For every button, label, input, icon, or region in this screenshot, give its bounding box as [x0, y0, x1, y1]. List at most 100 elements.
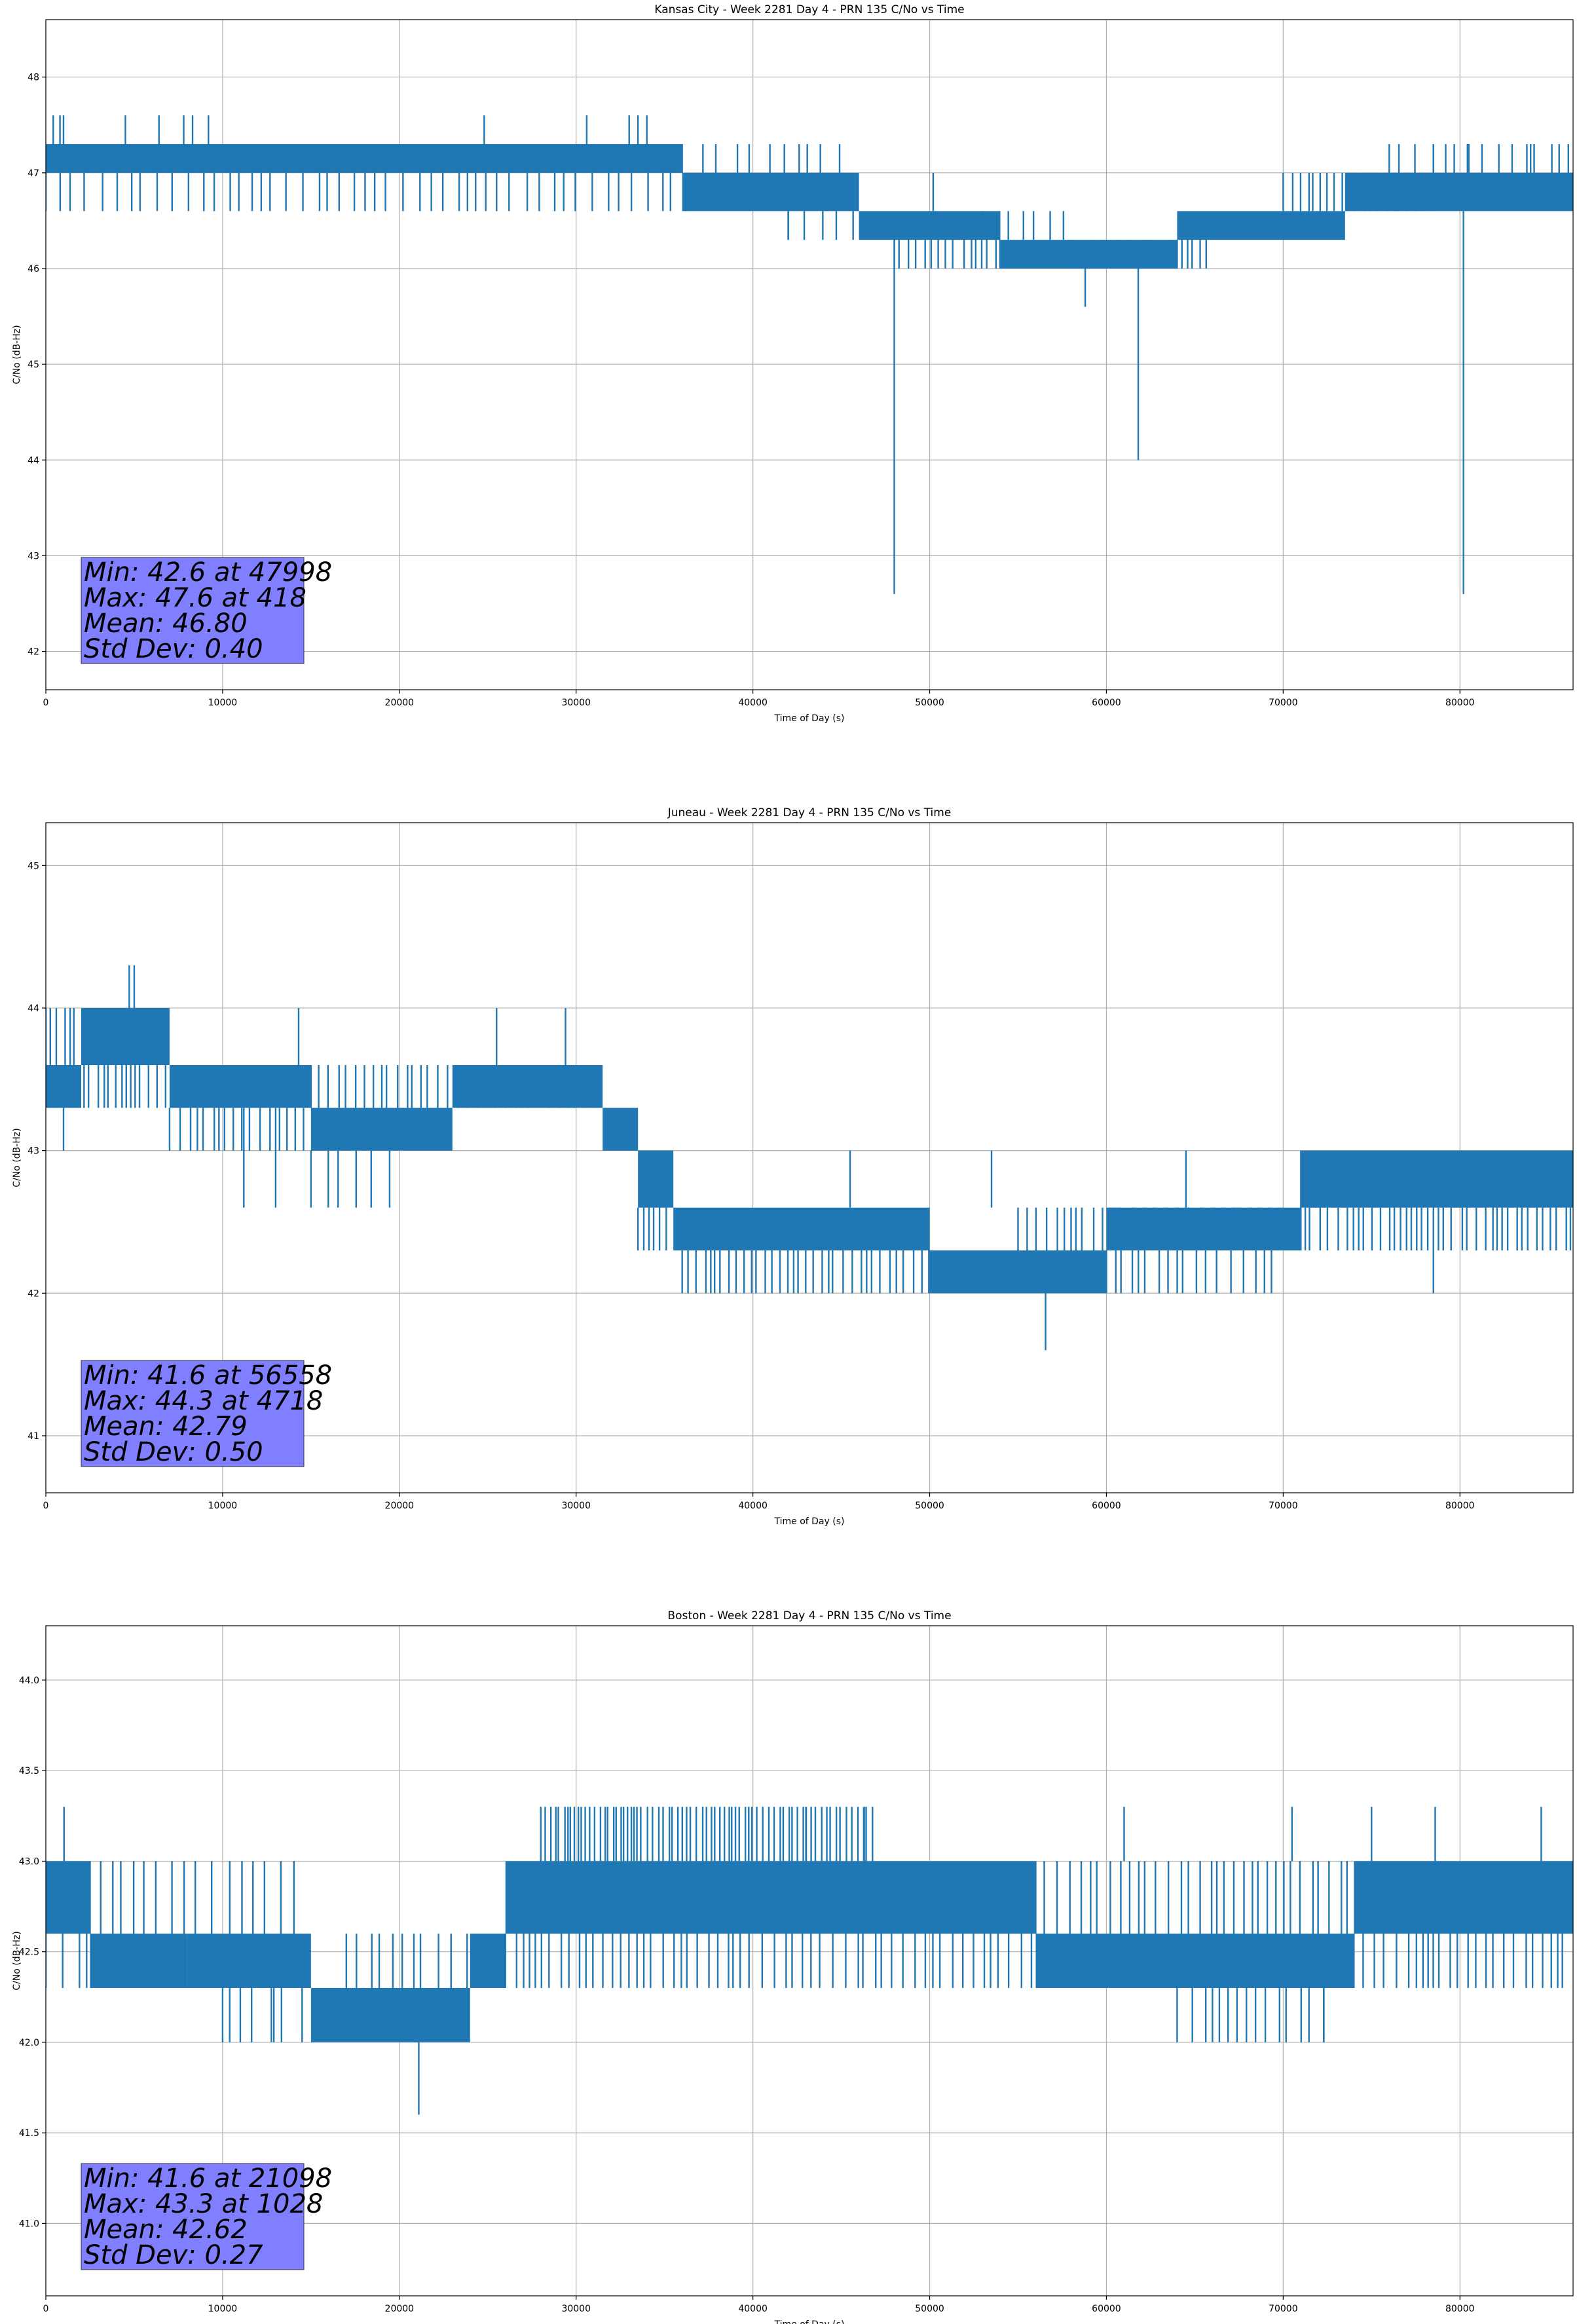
x-tick-label: 40000: [738, 698, 768, 708]
chart-3: 0 10000 20000 30000 40000 50000 60000 70000 8000…: [12, 1609, 1574, 2324]
x-tick-label: 20000: [385, 698, 415, 708]
chart-title: Kansas City - Week 2281 Day 4 - PRN 135 …: [654, 3, 964, 16]
x-tick-label: 80000: [1445, 1501, 1475, 1511]
y-tick-label: 42.0: [19, 2038, 39, 2048]
y-tick-label: 42: [28, 647, 39, 658]
y-tick-label: 44: [28, 1003, 39, 1014]
stats-line: Max: 43.3 at 1028: [84, 2189, 323, 2219]
y-tick-label: 43: [28, 1146, 39, 1157]
series-band: [1035, 1934, 1354, 1988]
stats-line: Std Dev: 0.40: [84, 634, 263, 664]
series-band: [682, 172, 753, 212]
series-1: [46, 115, 1573, 594]
y-tick-label: 44: [28, 455, 39, 466]
x-tick-label: 70000: [1269, 1501, 1298, 1511]
y-axis-label: C/No (dB-Hz): [12, 1931, 22, 1990]
stats-line: Std Dev: 0.27: [84, 2240, 263, 2270]
x-tick-label: 40000: [738, 2304, 768, 2314]
series-band: [1106, 1207, 1301, 1250]
series-band: [1000, 240, 1178, 269]
y-tick-label: 43: [28, 551, 39, 561]
y-tick-label: 45: [28, 861, 39, 871]
stats-line: Mean: 42.79: [84, 1412, 248, 1442]
stats-line: Mean: 46.80: [84, 609, 248, 639]
axes-frame: [45, 19, 1574, 690]
stats-line: Max: 47.6 at 418: [84, 583, 306, 613]
y-axis-label: C/No (dB-Hz): [12, 325, 22, 384]
x-axis-label: Time of Day (s): [774, 2319, 845, 2324]
series-2: [46, 965, 1573, 1351]
series-band: [673, 1207, 930, 1250]
x-axis-label: Time of Day (s): [774, 713, 845, 724]
x-tick-label: 50000: [915, 1501, 944, 1511]
series-band: [46, 143, 682, 173]
x-tick-label: 10000: [208, 2304, 238, 2314]
stats-box: [81, 557, 305, 664]
axes-frame: [45, 1625, 1574, 2296]
series-band: [859, 211, 1001, 240]
stats-box: [81, 1360, 305, 1467]
series-band: [1345, 172, 1573, 212]
series-band: [1301, 1150, 1573, 1208]
chart-title: Juneau - Week 2281 Day 4 - PRN 135 C/No …: [667, 806, 952, 819]
series-band: [90, 1934, 187, 1988]
x-tick-label: 50000: [915, 698, 944, 708]
series-band: [1177, 211, 1345, 240]
series-band: [505, 1861, 965, 1934]
y-tick-label: 42: [28, 1288, 39, 1299]
x-tick-label: 10000: [208, 1501, 238, 1511]
series-3: [46, 1807, 1573, 2115]
series-band: [929, 1250, 1107, 1294]
x-tick-label: 80000: [1445, 2304, 1475, 2314]
x-tick-label: 80000: [1445, 698, 1475, 708]
y-tick-label: 45: [28, 360, 39, 370]
y-tick-label: 41.0: [19, 2219, 39, 2229]
x-tick-label: 60000: [1092, 1501, 1121, 1511]
chart-title: Boston - Week 2281 Day 4 - PRN 135 C/No …: [667, 1609, 951, 1622]
stats-line: Mean: 42.62: [84, 2215, 248, 2245]
x-tick-label: 0: [43, 1501, 49, 1511]
stats-line: Std Dev: 0.50: [84, 1437, 263, 1467]
stats-line: Min: 41.6 at 21098: [84, 2164, 332, 2194]
y-tick-label: 47: [28, 168, 39, 179]
x-tick-label: 60000: [1092, 698, 1121, 708]
series-band: [1354, 1861, 1573, 1934]
stats-line: Min: 41.6 at 56558: [84, 1360, 332, 1391]
chart-1: 0 10000 20000 30000 40000 50000 60000 70000 8000…: [12, 3, 1574, 724]
y-tick-label: 46: [28, 264, 39, 274]
y-axis-label: C/No (dB-Hz): [12, 1128, 22, 1187]
y-tick-label: 44.0: [19, 1676, 39, 1686]
y-tick-label: 41: [28, 1431, 39, 1442]
stats-box: [81, 2163, 305, 2270]
series-band: [752, 172, 859, 212]
x-tick-label: 30000: [561, 1501, 591, 1511]
x-tick-label: 70000: [1269, 2304, 1298, 2314]
series-band: [46, 1861, 90, 1934]
series-band: [46, 1065, 81, 1108]
x-tick-label: 0: [43, 698, 49, 708]
x-tick-label: 30000: [561, 2304, 591, 2314]
x-axis-label: Time of Day (s): [774, 1516, 845, 1527]
x-tick-label: 70000: [1269, 698, 1298, 708]
series-band: [169, 1065, 311, 1108]
y-tick-label: 43.5: [19, 1766, 39, 1776]
series-band: [452, 1065, 603, 1108]
x-tick-label: 50000: [915, 2304, 944, 2314]
stats-line: Max: 44.3 at 4718: [84, 1386, 323, 1416]
x-tick-label: 60000: [1092, 2304, 1121, 2314]
x-tick-label: 20000: [385, 1501, 415, 1511]
series-band: [470, 1934, 506, 1988]
series-band: [603, 1108, 639, 1151]
y-tick-label: 43.0: [19, 1856, 39, 1867]
y-tick-label: 48: [28, 73, 39, 83]
x-tick-label: 10000: [208, 698, 238, 708]
axes-frame: [45, 822, 1574, 1493]
x-tick-label: 0: [43, 2304, 49, 2314]
series-band: [310, 1108, 453, 1151]
x-tick-label: 20000: [385, 2304, 415, 2314]
y-tick-label: 42.5: [19, 1947, 39, 1958]
series-band: [638, 1150, 674, 1208]
series-band: [310, 1987, 470, 2042]
x-tick-label: 30000: [561, 698, 591, 708]
